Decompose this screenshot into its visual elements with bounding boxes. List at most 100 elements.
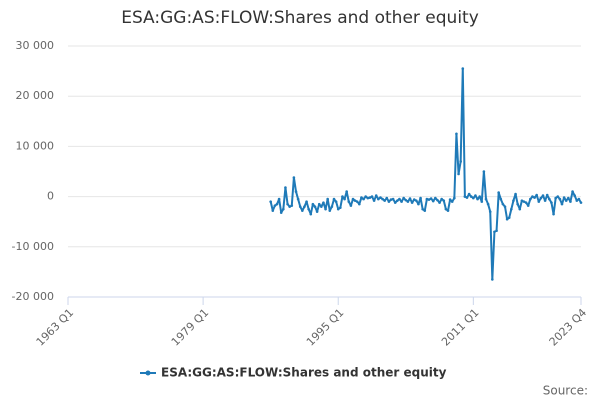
data-point <box>526 204 530 207</box>
data-point <box>284 186 287 189</box>
data-point <box>548 197 551 201</box>
data-point <box>455 132 458 136</box>
data-point <box>427 198 431 201</box>
data-point <box>459 160 462 163</box>
data-point <box>345 190 348 193</box>
chart-title: ESA:GG:AS:FLOW:Shares and other equity <box>121 8 479 28</box>
data-point <box>562 196 566 199</box>
data-point <box>339 206 342 209</box>
data-point <box>533 196 536 199</box>
data-point <box>341 195 344 198</box>
y-tick-label: -20 000 <box>12 290 54 303</box>
x-tick-label: 2011 Q1 <box>439 306 482 349</box>
data-point <box>385 196 389 200</box>
data-point <box>567 196 570 200</box>
data-point <box>377 197 380 201</box>
data-point <box>317 202 321 206</box>
data-point <box>417 202 420 206</box>
data-point <box>524 201 528 204</box>
data-point <box>349 204 353 207</box>
data-point <box>510 207 513 211</box>
x-tick-label: 1979 Q1 <box>169 306 212 349</box>
data-point <box>320 205 323 208</box>
data-point <box>328 209 332 212</box>
data-point <box>440 197 443 201</box>
data-point <box>539 196 543 200</box>
data-point <box>436 198 439 202</box>
data-point <box>474 194 477 197</box>
data-point <box>301 209 304 212</box>
data-point <box>419 196 422 200</box>
data-point <box>381 197 384 201</box>
data-point <box>379 196 382 199</box>
data-point <box>305 200 308 203</box>
data-point <box>522 200 526 203</box>
data-point <box>294 190 298 193</box>
data-point <box>579 201 583 204</box>
data-line <box>269 67 582 281</box>
data-point <box>277 197 281 201</box>
data-point <box>531 195 534 198</box>
data-point <box>554 196 557 200</box>
data-point <box>516 202 519 206</box>
data-point <box>450 200 454 203</box>
data-point <box>541 194 545 197</box>
data-point <box>279 211 283 214</box>
data-point <box>537 200 541 203</box>
data-point <box>552 212 555 216</box>
data-point <box>569 200 572 203</box>
data-point <box>425 197 429 201</box>
data-point <box>326 197 329 201</box>
data-point <box>364 195 367 198</box>
data-point <box>383 199 386 202</box>
data-point <box>396 199 399 202</box>
legend-marker <box>145 370 151 376</box>
data-point <box>343 197 346 201</box>
data-point <box>446 209 450 212</box>
data-point <box>410 201 414 204</box>
data-point <box>556 195 560 198</box>
y-tick-label: 0 <box>47 190 54 203</box>
data-point <box>444 207 448 211</box>
data-point <box>478 195 481 198</box>
data-point <box>288 205 291 208</box>
data-point <box>322 201 325 204</box>
data-point <box>402 196 405 200</box>
x-tick-label: 2023 Q4 <box>547 306 590 349</box>
data-point <box>355 200 359 203</box>
data-point <box>370 195 374 198</box>
data-point <box>360 196 363 199</box>
data-point <box>545 193 549 197</box>
data-point <box>463 195 467 198</box>
data-point <box>529 197 532 201</box>
data-point <box>512 199 515 202</box>
data-point <box>442 199 446 202</box>
data-point <box>307 207 310 211</box>
source-label: Source: <box>543 384 588 398</box>
data-point <box>543 199 547 202</box>
data-point <box>495 229 498 233</box>
data-point <box>408 197 412 200</box>
y-tick-label: 30 000 <box>16 39 55 52</box>
data-point <box>520 199 524 202</box>
data-point <box>358 202 361 206</box>
data-point <box>535 193 538 197</box>
data-point <box>336 207 340 211</box>
data-point <box>438 201 441 204</box>
data-point <box>518 207 522 211</box>
data-point <box>491 278 494 281</box>
data-point <box>503 205 507 208</box>
data-point <box>476 197 479 201</box>
data-point <box>368 196 372 199</box>
data-point <box>497 191 500 194</box>
data-point <box>484 197 488 201</box>
x-tick-label: 1963 Q1 <box>34 306 77 349</box>
data-point <box>412 198 416 201</box>
data-point <box>431 199 435 203</box>
data-point <box>448 198 452 201</box>
data-point <box>332 197 336 201</box>
data-point <box>282 207 285 211</box>
data-point <box>571 190 574 193</box>
data-point <box>393 201 397 204</box>
data-point <box>362 197 365 201</box>
